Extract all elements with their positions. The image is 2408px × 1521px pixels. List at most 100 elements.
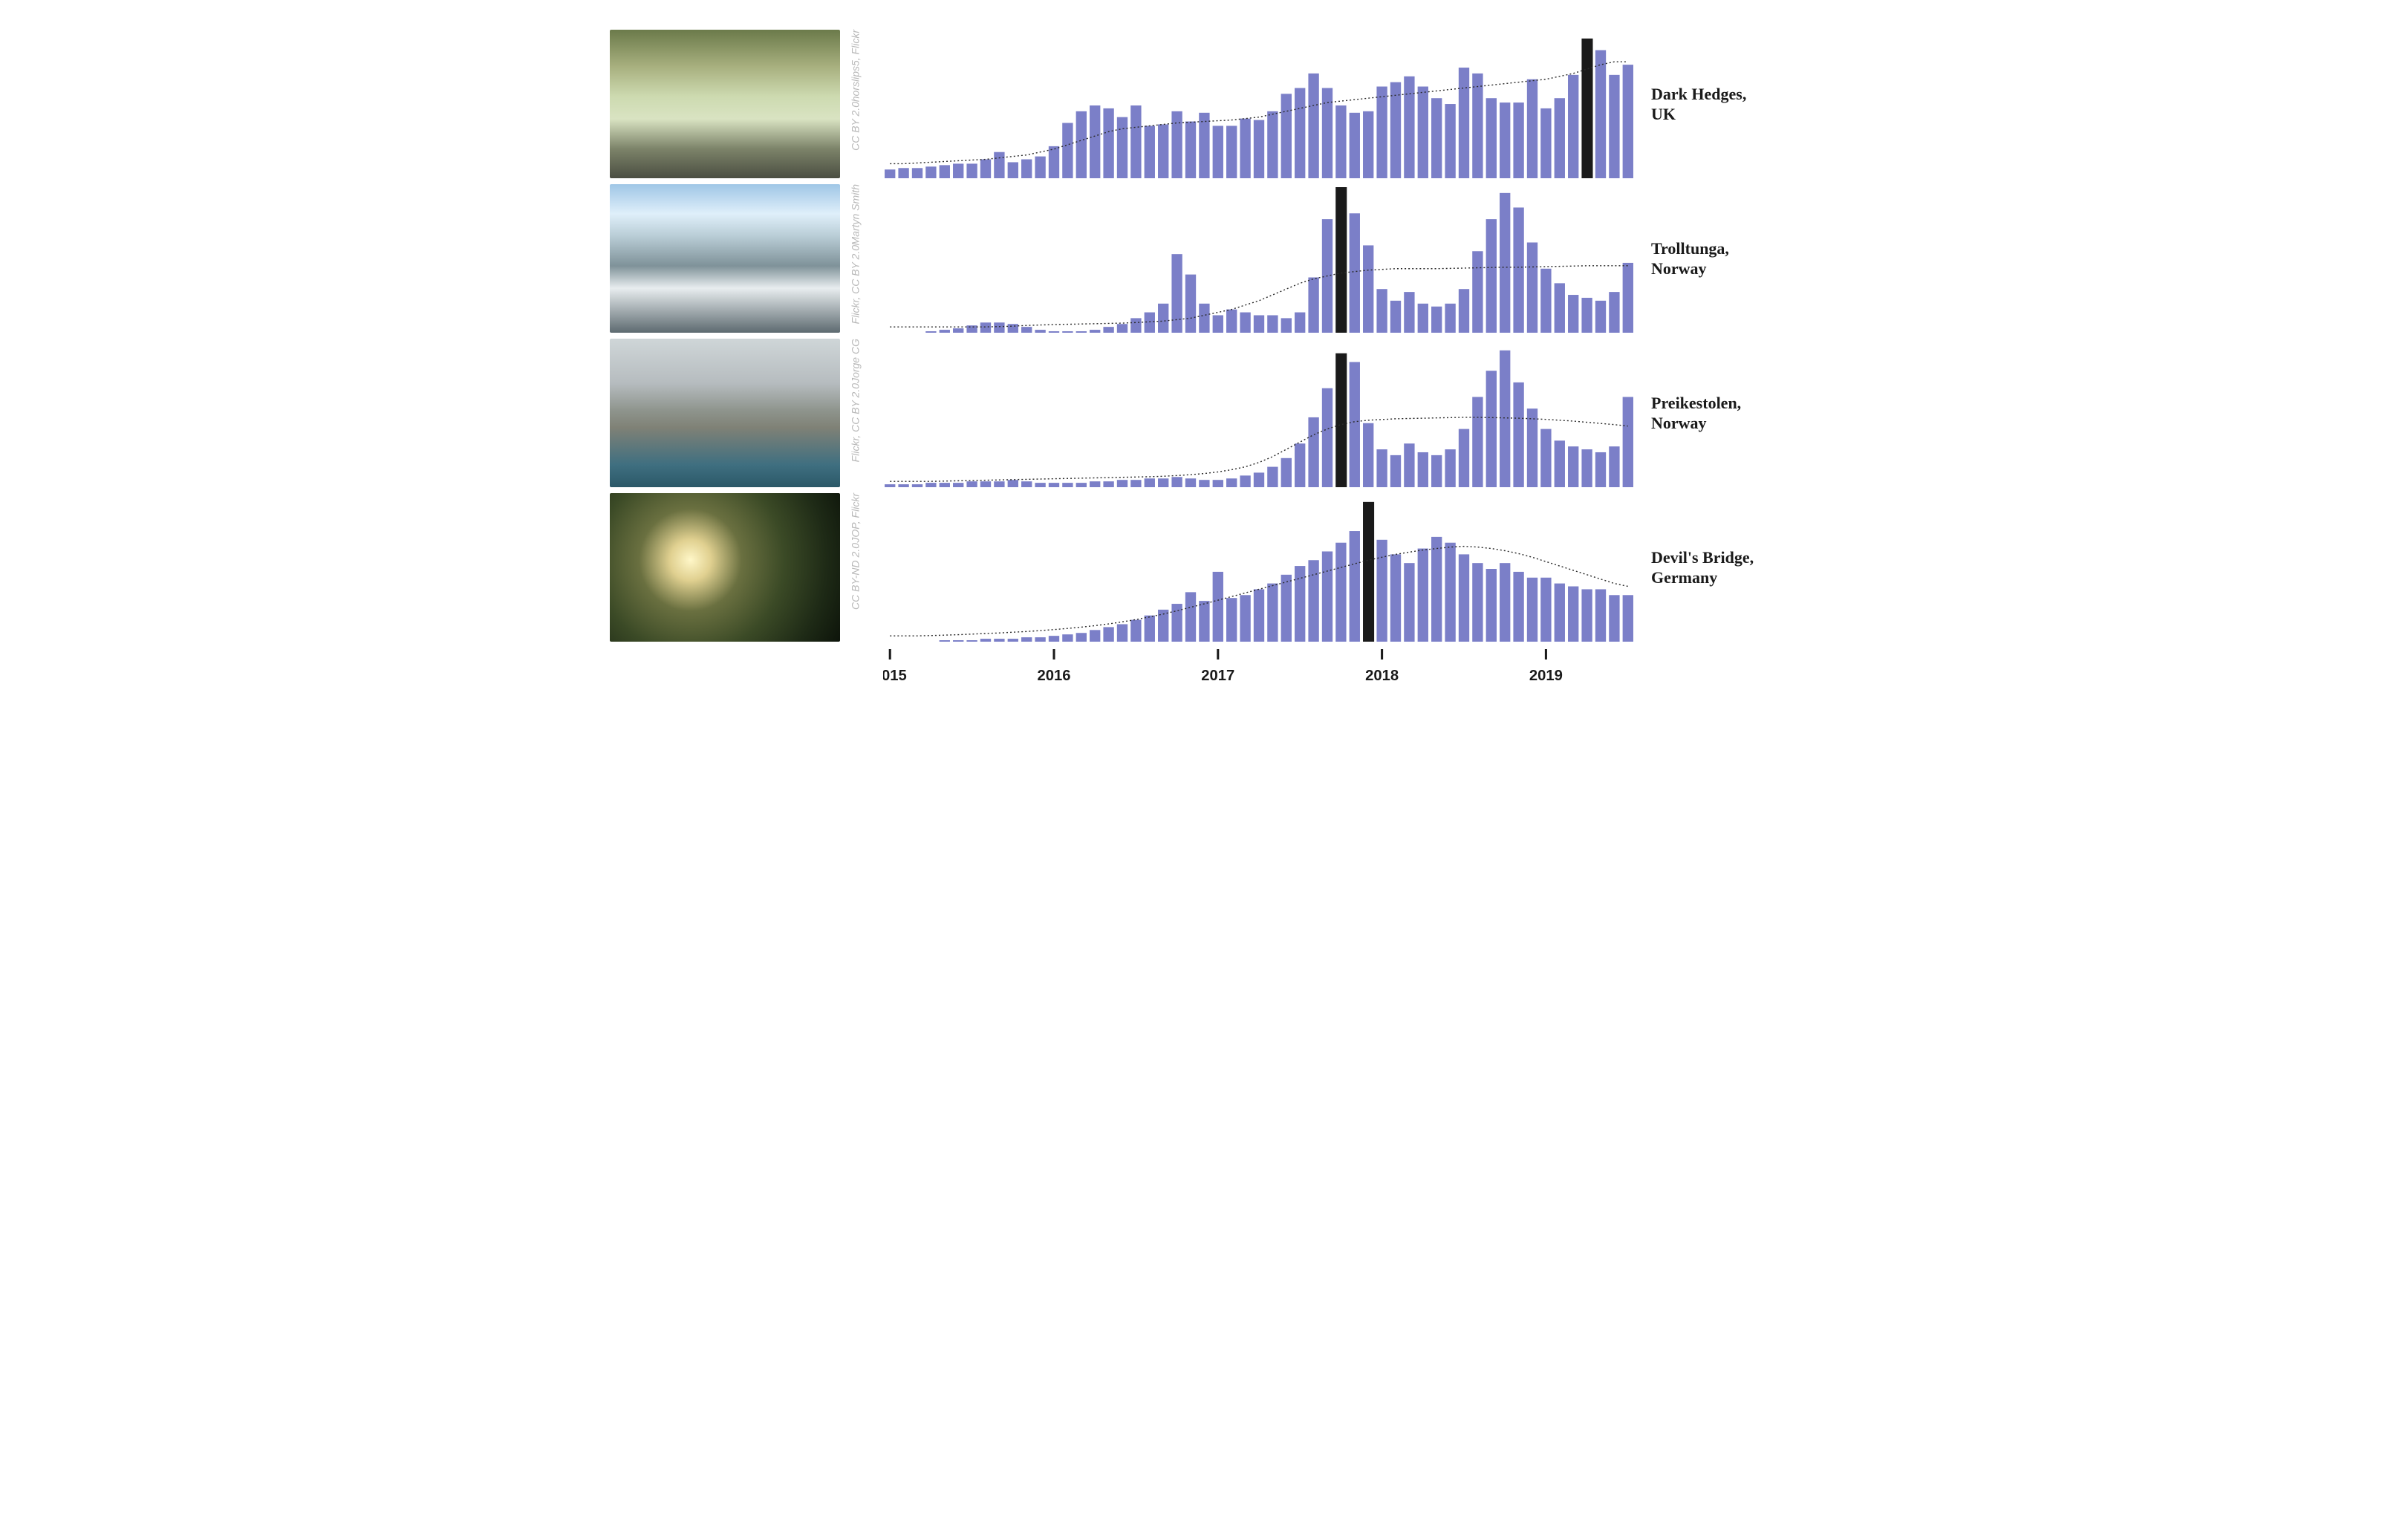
location-photo xyxy=(610,493,840,642)
bar xyxy=(1145,478,1155,487)
bar xyxy=(1376,87,1387,178)
label-column: Devil's Bridge,Germany xyxy=(1635,493,1798,642)
bar xyxy=(1226,126,1237,178)
bar xyxy=(1295,566,1305,642)
bar xyxy=(1350,362,1360,487)
bar xyxy=(1267,111,1278,178)
bar xyxy=(1049,331,1059,333)
bar xyxy=(1513,207,1523,333)
bar xyxy=(1213,480,1223,487)
bar xyxy=(1376,449,1387,487)
bar xyxy=(1581,449,1592,487)
bar xyxy=(1472,563,1483,642)
bar xyxy=(1049,483,1059,487)
photo-credit: horslips5, Flickr CC BY 2.0 xyxy=(846,30,862,178)
bar xyxy=(1185,275,1196,333)
bar xyxy=(1199,601,1209,642)
bar xyxy=(1267,467,1278,487)
bar xyxy=(1076,331,1087,333)
bar xyxy=(1513,572,1523,642)
bar xyxy=(1623,595,1633,642)
bar xyxy=(1103,627,1113,642)
bar xyxy=(1322,551,1332,642)
bar xyxy=(1117,480,1127,487)
bar xyxy=(1076,633,1087,642)
bar xyxy=(1486,219,1497,333)
bar xyxy=(1308,560,1318,642)
bar xyxy=(1363,423,1373,487)
chart-column xyxy=(883,493,1635,642)
panel-dark-hedges: horslips5, Flickr CC BY 2.0 Dark Hedges,… xyxy=(610,30,1798,178)
bar xyxy=(1555,440,1565,487)
bar xyxy=(1035,330,1045,333)
bar xyxy=(1431,98,1442,178)
bar xyxy=(1623,263,1633,333)
bar xyxy=(1540,269,1551,333)
bar xyxy=(1130,318,1141,333)
bar xyxy=(1609,75,1619,178)
axis-year-label: 2019 xyxy=(1529,668,1563,684)
photo-credit: Jorge CG Flickr, CC BY 2.0 xyxy=(846,339,862,487)
bar xyxy=(1335,543,1346,642)
bar xyxy=(1062,634,1073,642)
bar xyxy=(1145,313,1155,333)
bar xyxy=(1459,429,1469,487)
bar xyxy=(898,168,908,178)
bar xyxy=(1376,289,1387,333)
photo-column: horslips5, Flickr CC BY 2.0 xyxy=(610,30,840,178)
bar xyxy=(1076,483,1087,487)
bar xyxy=(1445,304,1455,333)
bar xyxy=(1623,397,1633,487)
bar-chart xyxy=(883,339,1635,487)
bar xyxy=(966,163,977,178)
panel-title: Preikestolen,Norway xyxy=(1651,393,1741,434)
bar xyxy=(1171,111,1182,178)
bar xyxy=(953,163,963,178)
bar xyxy=(912,484,922,487)
bar xyxy=(1513,382,1523,487)
bar xyxy=(1459,68,1469,178)
bar xyxy=(1486,371,1497,487)
bar xyxy=(940,640,950,642)
bar xyxy=(912,168,922,178)
bar xyxy=(1090,630,1100,642)
bar xyxy=(1171,477,1182,487)
bar xyxy=(1350,531,1360,642)
bar xyxy=(1295,443,1305,487)
axis-year-label: 2018 xyxy=(1365,668,1399,684)
bar xyxy=(980,322,991,333)
bar xyxy=(980,639,991,642)
bar xyxy=(898,484,908,487)
bar xyxy=(885,169,895,178)
bar xyxy=(1254,472,1264,487)
bar xyxy=(1609,595,1619,642)
panel-title: Devil's Bridge,Germany xyxy=(1651,547,1754,588)
bar xyxy=(1568,446,1578,487)
bar xyxy=(925,483,936,487)
bar xyxy=(1581,39,1592,178)
bar xyxy=(1130,105,1141,178)
photo-column: JOP, Flickr CC BY-ND 2.0 xyxy=(610,493,840,642)
bar xyxy=(1540,108,1551,178)
bar xyxy=(1376,540,1387,642)
label-column: Preikestolen,Norway xyxy=(1635,339,1798,487)
axis-year-label: 2015 xyxy=(883,668,907,684)
bar xyxy=(1350,213,1360,333)
bar xyxy=(1486,98,1497,178)
bar xyxy=(953,483,963,487)
bar xyxy=(1090,105,1100,178)
bar xyxy=(1008,324,1018,333)
bar xyxy=(994,322,1004,333)
bar xyxy=(994,152,1004,178)
credit-line-2: CC BY 2.0 xyxy=(849,102,862,151)
bar xyxy=(940,330,950,333)
bar xyxy=(1049,636,1059,642)
bar xyxy=(1240,313,1250,333)
bar xyxy=(1103,481,1113,487)
bar xyxy=(1281,94,1292,178)
bar xyxy=(1035,637,1045,642)
bar xyxy=(1103,327,1113,333)
bar xyxy=(940,483,950,487)
bar xyxy=(1295,88,1305,178)
bar xyxy=(1527,408,1537,487)
